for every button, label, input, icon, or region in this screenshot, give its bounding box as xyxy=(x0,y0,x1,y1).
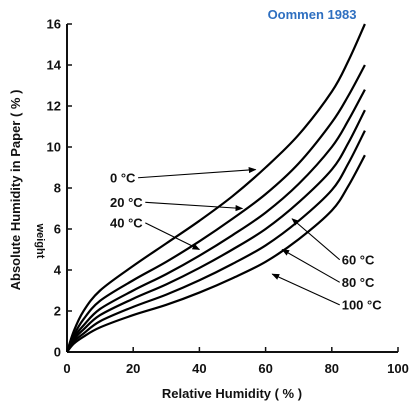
curve-label-arrow xyxy=(281,249,341,283)
x-tick-label: 80 xyxy=(325,361,339,376)
x-tick-label: 20 xyxy=(126,361,140,376)
x-tick-label: 100 xyxy=(387,361,409,376)
y-axis-weight-note: weight xyxy=(34,223,46,259)
y-tick-label: 12 xyxy=(47,99,61,114)
curve-label: 0 °C xyxy=(110,170,136,185)
y-tick-label: 10 xyxy=(47,140,61,155)
curve-label-arrow xyxy=(138,166,257,179)
y-tick-label: 14 xyxy=(47,58,62,73)
plot-axes: 0 20 40 60 80 100 0 2 4 6 8 10 12 14 16 xyxy=(47,17,409,377)
curve-line xyxy=(66,130,366,353)
x-tick-label: 0 xyxy=(63,361,70,376)
curve-label-arrow xyxy=(291,218,341,261)
y-axis-title: Absolute Humidity in Paper ( % ) xyxy=(8,90,23,291)
y-tick-label: 2 xyxy=(54,304,61,319)
curve-label: 40 °C xyxy=(110,215,143,230)
y-tick-label: 8 xyxy=(54,181,61,196)
curve-label-arrow xyxy=(145,222,201,250)
y-tick-label: 16 xyxy=(47,17,61,32)
curve-line xyxy=(65,64,366,353)
curve-label-group: 0 °C 20 °C 40 °C 60 °C 80 °C 100 °C xyxy=(110,166,383,312)
curve-label: 60 °C xyxy=(342,252,375,267)
curve-line xyxy=(66,154,366,353)
x-axis-title: Relative Humidity ( % ) xyxy=(162,386,302,401)
curve-label: 80 °C xyxy=(342,275,375,290)
curve-line xyxy=(65,89,366,353)
y-tick-label: 4 xyxy=(54,263,62,278)
x-tick-label: 40 xyxy=(192,361,206,376)
curve-line xyxy=(66,109,366,353)
source-annotation: Oommen 1983 xyxy=(268,7,357,22)
curve-label-arrow xyxy=(145,201,244,212)
x-tick-label: 60 xyxy=(258,361,272,376)
curve-label-arrow xyxy=(271,273,340,306)
curve-line xyxy=(65,23,366,353)
y-tick-label: 6 xyxy=(54,222,61,237)
y-tick-label: 0 xyxy=(54,345,61,360)
curve-label: 20 °C xyxy=(110,195,143,210)
curve-label: 100 °C xyxy=(342,297,383,312)
curve-group xyxy=(65,23,366,353)
